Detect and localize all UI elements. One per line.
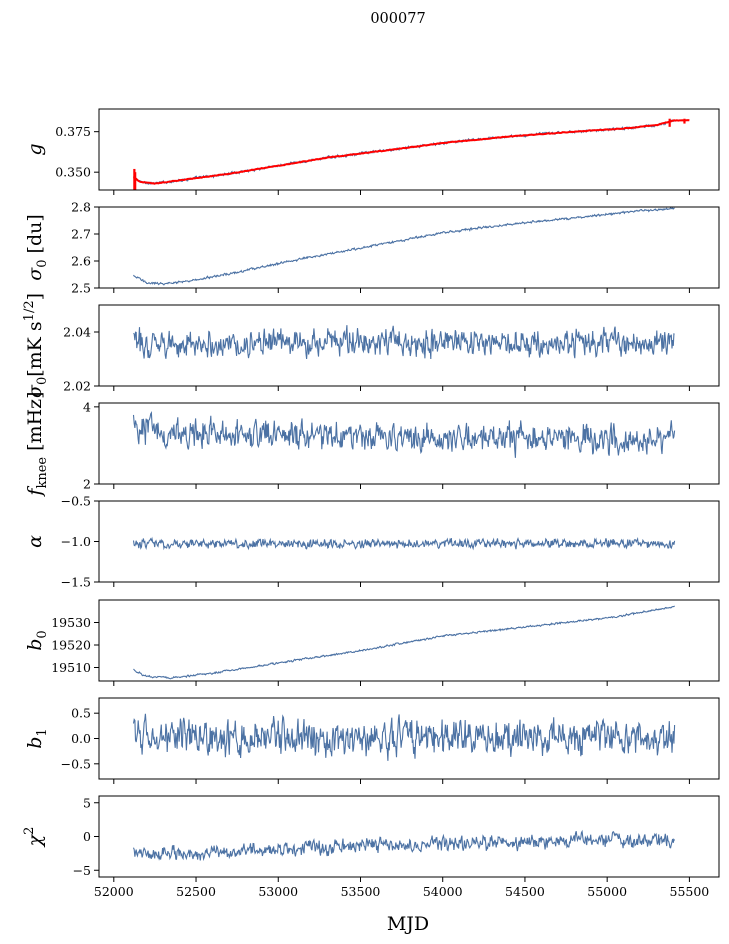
y-tick-label: 2.7 (71, 227, 91, 242)
y-axis-label-b0: b0 (24, 630, 50, 650)
x-axis-label: MJD (387, 913, 429, 935)
series-line-b1 (132, 713, 676, 761)
panel-sigma0_du: 2.5 2.6 2.7 2.8 σ0 [du] (24, 200, 720, 296)
series-line-chi2 (132, 829, 676, 862)
y-tick-label: 2.02 (63, 379, 91, 394)
y-tick-label: 19530 (51, 615, 91, 630)
y-tick-label: 0.5 (71, 706, 91, 721)
y-axis-label-sigma0_mK: σ0[mK s1/2] (22, 293, 50, 398)
y-tick-label: 2 (83, 477, 91, 492)
y-tick-label: −5 (73, 863, 91, 878)
panel-alpha: −0.5 −1.0 −1.5 α (24, 494, 720, 590)
series-line-fknee (132, 411, 676, 458)
series-line-sigma0_du (133, 207, 675, 286)
figure-suptitle: 000077 (370, 11, 425, 27)
axes-frame-sigma0_mK (98, 304, 720, 387)
axes-frame-b0 (98, 599, 720, 682)
y-tick-label: 4 (83, 399, 91, 414)
y-tick-label: −1.5 (61, 575, 91, 590)
y-axis-label-chi2: χ2 (22, 827, 46, 849)
y-axis-label-g: g (24, 143, 46, 155)
y-tick-label: 19510 (51, 660, 91, 675)
series-line-sigma0_mK (133, 325, 675, 360)
y-tick-label: 0.375 (55, 124, 91, 139)
x-tick-label: 52000 (94, 884, 134, 899)
axes-frame-chi2 (98, 795, 720, 878)
panels: 0.350 0.375 g 2.5 2.6 2.7 2.8 σ0 [du] 2.04 2.02 σ0… (22, 108, 720, 899)
y-axis-label-sigma0_du: σ0 [du] (24, 214, 50, 281)
x-tick-label: 52500 (176, 884, 216, 899)
x-tick-label: 53000 (258, 884, 298, 899)
y-axis-label-fknee: fknee [mHz] (24, 391, 50, 497)
series-line-b0 (133, 605, 675, 680)
axes-frame-fknee (98, 402, 720, 485)
y-tick-label: 0.0 (71, 731, 91, 746)
model-line-g (132, 119, 690, 185)
panel-sigma0_mK: 2.04 2.02 σ0[mK s1/2] (22, 293, 720, 398)
y-tick-label: 2.5 (71, 281, 91, 296)
y-axis-label-b1: b1 (24, 728, 50, 748)
y-tick-label: 2.04 (63, 325, 91, 340)
series-line-alpha (132, 536, 676, 551)
y-tick-label: 19520 (51, 638, 91, 653)
y-tick-label: −1.0 (61, 534, 91, 549)
x-tick-label: 55000 (587, 884, 627, 899)
y-tick-label: 0 (83, 829, 91, 844)
y-axis-label-alpha: α (24, 535, 46, 548)
panel-fknee: 2 4 fknee [mHz] (24, 391, 720, 498)
y-tick-label: 2.6 (71, 254, 91, 269)
y-tick-label: −0.5 (61, 494, 91, 509)
x-tick-label: 54500 (505, 884, 545, 899)
panel-g: 0.350 0.375 g (24, 108, 720, 195)
y-tick-label: 2.8 (71, 200, 91, 215)
x-tick-label: 54000 (423, 884, 463, 899)
x-tick-label: 55500 (670, 884, 710, 899)
y-tick-label: 0.350 (55, 165, 91, 180)
axes-frame-g (98, 108, 720, 191)
axes-frame-sigma0_du (98, 206, 720, 289)
x-tick-label: 53500 (341, 884, 381, 899)
y-tick-label: −0.5 (61, 756, 91, 771)
y-tick-label: 5 (83, 795, 91, 810)
panel-b1: 0.5 0.0 −0.5 b1 (24, 697, 720, 784)
